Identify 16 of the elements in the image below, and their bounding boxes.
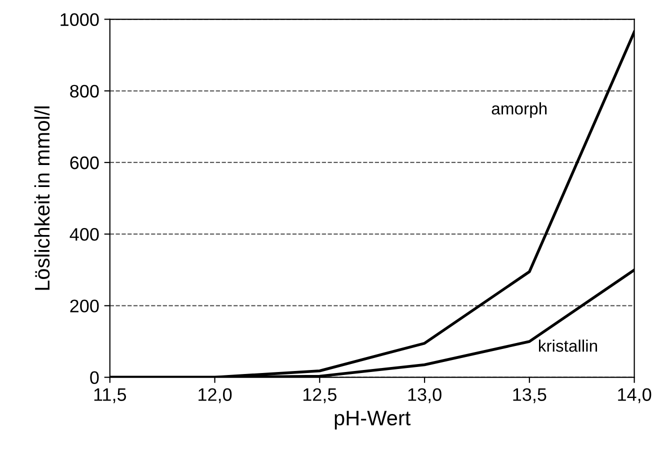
y-tick-label: 600	[70, 156, 99, 170]
x-tick-label: 14,0	[618, 388, 652, 404]
x-tick-label: 11,5	[94, 388, 126, 404]
y-tick-label: 400	[70, 228, 99, 241]
x-axis-title: pH-Wert	[334, 410, 411, 430]
y-axis-title: Löslichkeit in mmol/l	[34, 106, 50, 290]
x-tick-label: 13,0	[408, 388, 442, 404]
x-tick-label: 12,0	[198, 388, 232, 404]
text: amorph	[492, 102, 547, 118]
x-tick-label: 13,5	[513, 388, 546, 404]
y-tick-label: 800	[70, 84, 99, 98]
series-label: kristallin	[539, 340, 597, 352]
y-tick-label: 0	[90, 371, 99, 384]
x-tick-label: 12,5	[303, 388, 336, 404]
y-tick-label: 200	[70, 300, 99, 312]
y-tick-label: 1000	[60, 13, 99, 26]
